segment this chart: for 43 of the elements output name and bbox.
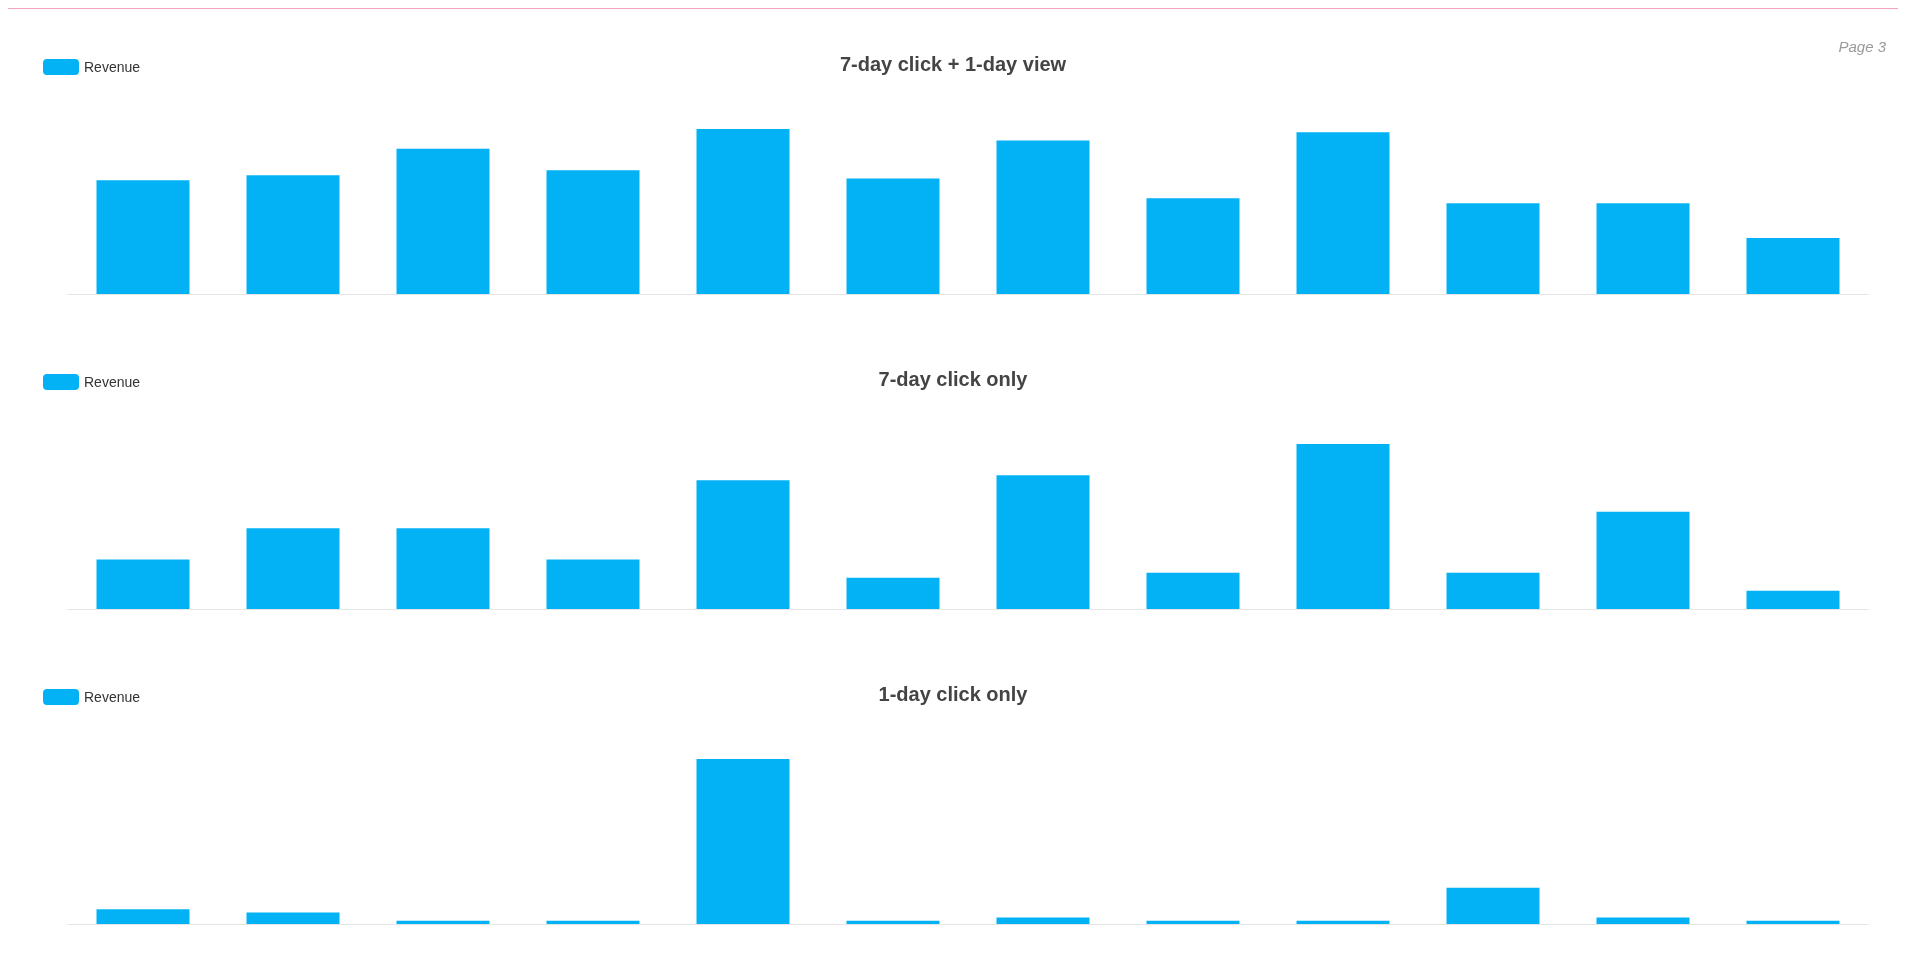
bar	[96, 909, 190, 924]
chart-title: 1-day click only	[878, 683, 1029, 705]
bar	[696, 759, 790, 924]
bar	[1296, 920, 1390, 924]
bar	[546, 170, 640, 294]
bar	[1746, 590, 1840, 609]
bar	[96, 559, 190, 609]
bar	[696, 129, 790, 294]
legend-label: Revenue	[84, 59, 141, 75]
bar	[1446, 887, 1540, 924]
bar	[1596, 511, 1690, 609]
bar	[1746, 237, 1840, 294]
bar	[996, 475, 1090, 609]
bar	[1296, 444, 1390, 609]
bar	[1596, 917, 1690, 924]
bar	[546, 559, 640, 609]
bar	[96, 180, 190, 294]
bar	[1146, 572, 1240, 609]
bar	[1596, 203, 1690, 294]
bar	[1296, 132, 1390, 294]
bar	[846, 577, 940, 609]
bar	[996, 917, 1090, 924]
bar	[1446, 203, 1540, 294]
bar	[1146, 920, 1240, 924]
legend-label: Revenue	[84, 374, 141, 390]
bar	[246, 912, 340, 924]
chart-title: 7-day click + 1-day view	[839, 53, 1067, 75]
bar	[1146, 198, 1240, 294]
bar	[846, 920, 940, 924]
bar	[396, 920, 490, 924]
bar	[246, 528, 340, 609]
bar	[846, 178, 940, 294]
bar	[246, 175, 340, 294]
bar	[1446, 572, 1540, 609]
bar	[396, 528, 490, 609]
bar	[1746, 920, 1840, 924]
legend-label: Revenue	[84, 689, 141, 705]
bar	[396, 148, 490, 294]
bar	[546, 920, 640, 924]
chart-title: 7-day click only	[878, 368, 1029, 390]
bar	[996, 140, 1090, 294]
text: Page 3	[1838, 38, 1887, 55]
bar	[696, 480, 790, 609]
